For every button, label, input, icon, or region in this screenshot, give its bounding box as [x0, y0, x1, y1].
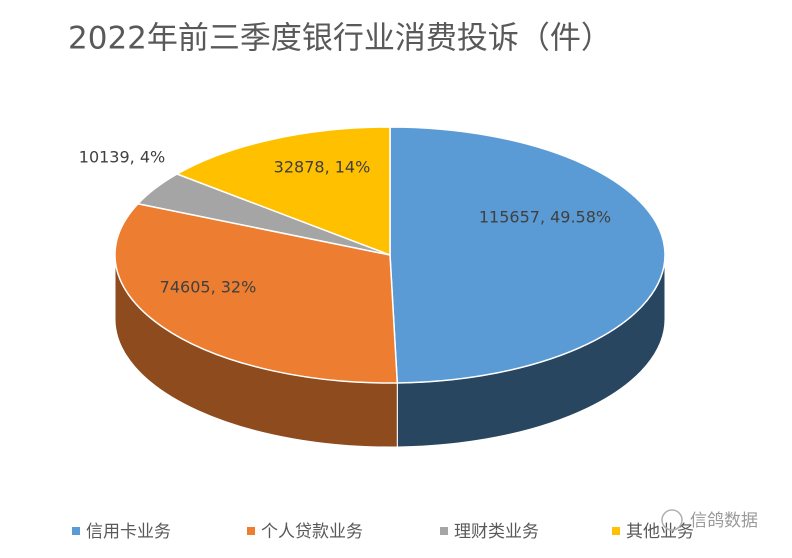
legend-label: 理财类业务: [454, 522, 539, 542]
data-label: 32878, 14%: [274, 158, 371, 177]
slice: [114, 202, 399, 384]
slice: [175, 126, 391, 257]
legend-marker: [612, 527, 620, 535]
legend-label: 其他业务: [626, 522, 694, 542]
data-label: 74605, 32%: [160, 278, 257, 297]
chart-title: 2022年前三季度银行业消费投诉（件）: [68, 21, 612, 57]
watermark-icon: [661, 509, 683, 531]
legend-marker: [247, 527, 255, 535]
legend-label: 个人贷款业务: [261, 522, 363, 542]
slice: [389, 126, 666, 384]
watermark-group: 信鸽数据: [661, 509, 758, 531]
watermark: 信鸽数据: [690, 511, 758, 531]
legend-marker: [72, 527, 80, 535]
data-label: 10139, 4%: [79, 148, 165, 167]
legend-label: 信用卡业务: [86, 522, 171, 542]
data-label: 115657, 49.58%: [479, 208, 611, 227]
legend-marker: [440, 527, 448, 535]
